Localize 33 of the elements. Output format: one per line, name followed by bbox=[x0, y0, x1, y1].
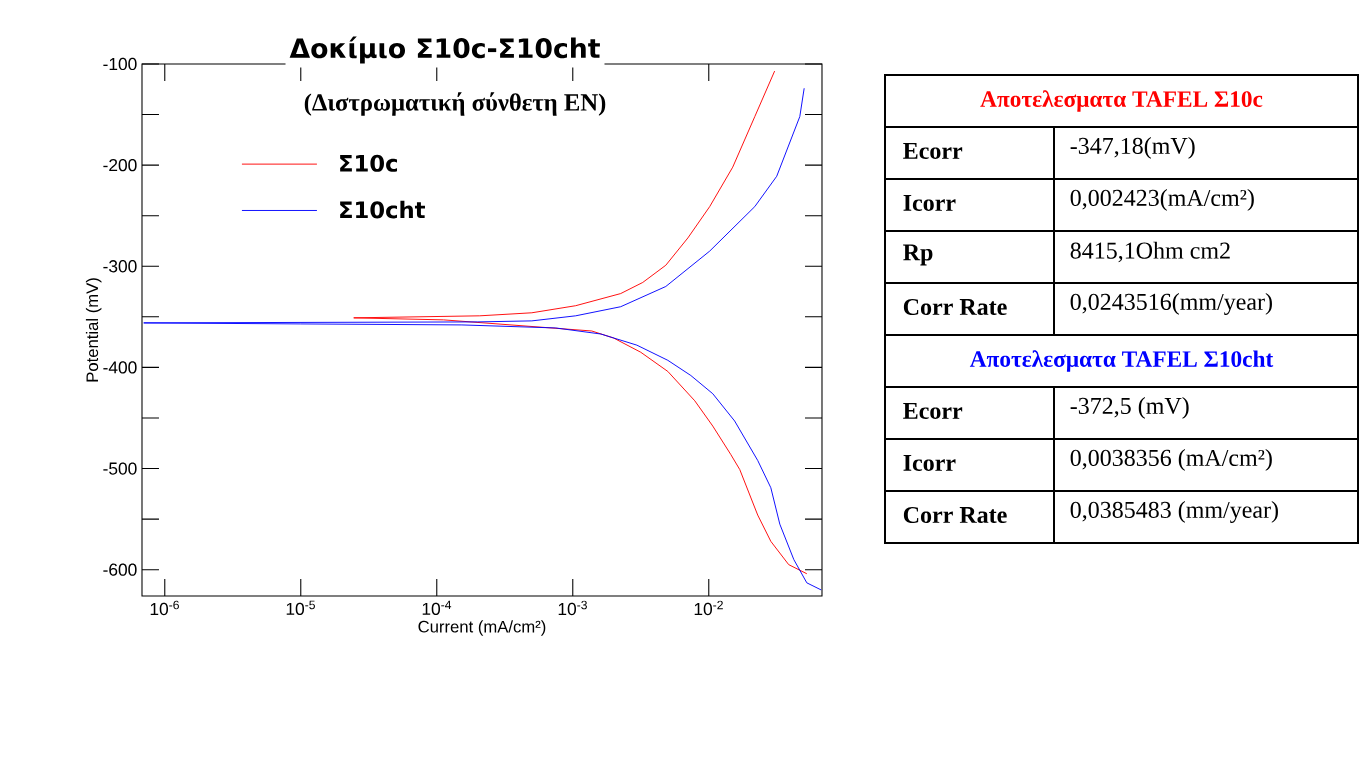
y-tick-label: -500 bbox=[103, 462, 137, 475]
text: (Διστρωματική σύνθετη ΕΝ) bbox=[304, 92, 606, 116]
y-tick-label: -100 bbox=[103, 57, 137, 71]
text: 0,0038356 (mA/cm²) bbox=[1070, 449, 1272, 471]
legend-label: Σ10cht bbox=[340, 200, 425, 219]
y-tick-label: -200 bbox=[103, 158, 137, 172]
text: 0,0243516(mm/year) bbox=[1070, 293, 1272, 315]
y-tick-label: -600 bbox=[103, 563, 137, 576]
category-label: Corr Rate bbox=[903, 298, 1007, 316]
text: -372,5 (mV) bbox=[1070, 397, 1189, 419]
text: 8415,1Ohm cm2 bbox=[1070, 241, 1230, 263]
x-tick-label: 10$^{-6}$ bbox=[150, 600, 179, 616]
y-axis-title: Potential (mV) bbox=[85, 278, 102, 382]
x-tick-label: 10$^{-3}$ bbox=[558, 600, 587, 616]
y-tick-label: -300 bbox=[103, 260, 137, 273]
x-tick-label: 10$^{-4}$ bbox=[422, 600, 452, 616]
text: 0,0385483 (mm/year) bbox=[1070, 501, 1278, 523]
legend-label: Σ10c bbox=[340, 154, 398, 172]
x-tick-label: 10$^{-5}$ bbox=[286, 600, 315, 616]
category-label: Ecorr bbox=[903, 403, 963, 419]
text: 0,002423(mA/cm²) bbox=[1070, 189, 1254, 211]
category-label: Corr Rate bbox=[903, 506, 1007, 524]
category-label: Rp bbox=[903, 244, 933, 266]
text: -347,18(mV) bbox=[1070, 137, 1195, 159]
category-label: Ecorr bbox=[903, 143, 963, 159]
category-label: Icorr bbox=[903, 455, 956, 471]
y-tick-label: -400 bbox=[103, 361, 137, 374]
chart-title: Δοκίμιο Σ10c-Σ10cht bbox=[289, 36, 600, 64]
x-tick-label: 10$^{-2}$ bbox=[694, 600, 723, 616]
category-label: Icorr bbox=[903, 195, 956, 211]
text: Αποτελεσματα TAFEL Σ10c bbox=[980, 90, 1263, 112]
x-axis-title: Current (mA/cm²) bbox=[418, 620, 546, 636]
text: Αποτελεσματα TAFEL Σ10cht bbox=[969, 350, 1274, 372]
